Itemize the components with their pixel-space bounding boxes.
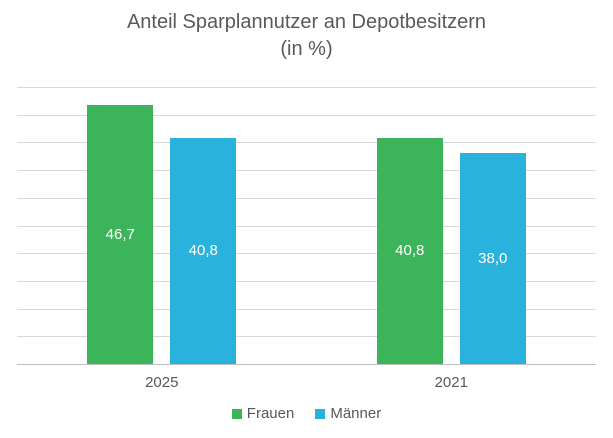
legend-item-männer: Männer xyxy=(315,405,381,422)
legend-label: Frauen xyxy=(246,405,295,422)
gridline-10 xyxy=(17,308,596,310)
gridline-40 xyxy=(17,142,596,144)
gridline-50 xyxy=(17,87,596,88)
gridline-35 xyxy=(17,170,596,172)
bar-männer-2021: 38,0 xyxy=(459,153,526,364)
bar-value-label: 46,7 xyxy=(105,226,135,244)
bar-männer-2025: 40,8 xyxy=(170,137,237,364)
legend: Frauen Männer xyxy=(0,405,613,422)
chart-title: Anteil Sparplannutzer an Depotbesitzern … xyxy=(0,9,613,63)
legend-swatch-frauen xyxy=(231,408,242,419)
bar-value-label: 40,8 xyxy=(395,242,425,260)
gridline-15 xyxy=(17,280,596,282)
x-axis-label-2021: 2021 xyxy=(434,374,468,391)
chart-title-line1: Anteil Sparplannutzer an Depotbesitzern xyxy=(126,11,487,33)
bar-frauen-2025: 46,7 xyxy=(87,105,154,364)
plot-area: 46,7 40,8 40,8 38,0 xyxy=(17,87,596,365)
gridline-25 xyxy=(17,225,596,227)
legend-label: Männer xyxy=(330,405,382,422)
legend-swatch-männer xyxy=(315,408,326,419)
x-axis-label-2025: 2025 xyxy=(145,374,179,391)
chart-title-line2: (in %) xyxy=(280,38,333,60)
gridline-30 xyxy=(17,197,596,199)
x-axis-line xyxy=(17,364,596,365)
bar-value-label: 38,0 xyxy=(478,250,508,268)
legend-item-frauen: Frauen xyxy=(231,405,295,422)
gridline-20 xyxy=(17,253,596,255)
gridline-5 xyxy=(17,336,596,338)
bar-frauen-2021: 40,8 xyxy=(376,137,443,364)
bar-value-label: 40,8 xyxy=(188,242,218,260)
gridline-45 xyxy=(17,114,596,116)
